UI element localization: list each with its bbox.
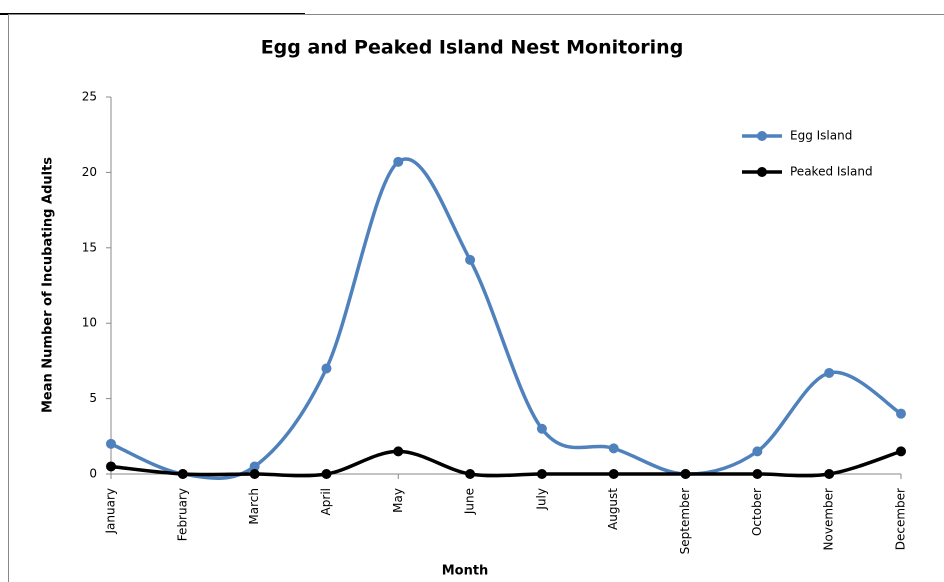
chart-title: Egg and Peaked Island Nest Monitoring xyxy=(261,37,684,59)
x-tick-label: April xyxy=(319,488,333,515)
point xyxy=(536,423,547,434)
x-tick-label: January xyxy=(104,488,118,535)
y-tick-label: 15 xyxy=(82,240,97,254)
point xyxy=(321,469,332,479)
point xyxy=(249,469,260,479)
point xyxy=(177,469,188,479)
chart-border xyxy=(8,14,944,582)
series-line xyxy=(110,449,902,478)
point xyxy=(824,367,835,378)
y-tick-label: 20 xyxy=(82,165,97,179)
legend-marker xyxy=(757,167,767,177)
x-tick-label: July xyxy=(534,488,548,511)
point xyxy=(896,446,906,457)
point xyxy=(393,446,404,457)
y-tick-label: 10 xyxy=(82,316,97,330)
point xyxy=(106,461,116,472)
x-tick-label: June xyxy=(463,488,477,515)
point xyxy=(608,469,619,479)
point xyxy=(465,254,476,265)
point xyxy=(249,461,260,472)
point xyxy=(536,469,547,479)
point xyxy=(896,408,906,419)
y-tick-label: 25 xyxy=(82,90,97,104)
x-tick-label: September xyxy=(678,488,692,554)
x-tick-label: November xyxy=(822,488,836,550)
y-tick-label: 0 xyxy=(89,467,97,481)
y-axis-title: Mean Number of Incubating Adults xyxy=(41,157,56,413)
legend-marker xyxy=(757,131,767,141)
x-tick-label: August xyxy=(606,488,620,530)
point xyxy=(752,469,763,479)
point xyxy=(465,469,476,479)
x-tick-label: October xyxy=(750,488,764,536)
x-axis-title: Month xyxy=(442,564,489,579)
x-tick-label: December xyxy=(894,488,908,550)
point xyxy=(608,443,619,454)
point xyxy=(680,469,691,479)
x-tick-label: February xyxy=(175,488,189,541)
series-line xyxy=(110,157,902,480)
point xyxy=(393,156,404,167)
x-tick-label: March xyxy=(247,488,261,525)
x-tick-label: May xyxy=(391,488,405,513)
point xyxy=(824,469,835,479)
point xyxy=(321,363,332,374)
point xyxy=(752,446,763,457)
legend-label: Egg Island xyxy=(790,129,852,143)
legend-label: Peaked Island xyxy=(790,165,873,179)
point xyxy=(106,438,116,449)
y-tick-label: 5 xyxy=(89,391,97,405)
